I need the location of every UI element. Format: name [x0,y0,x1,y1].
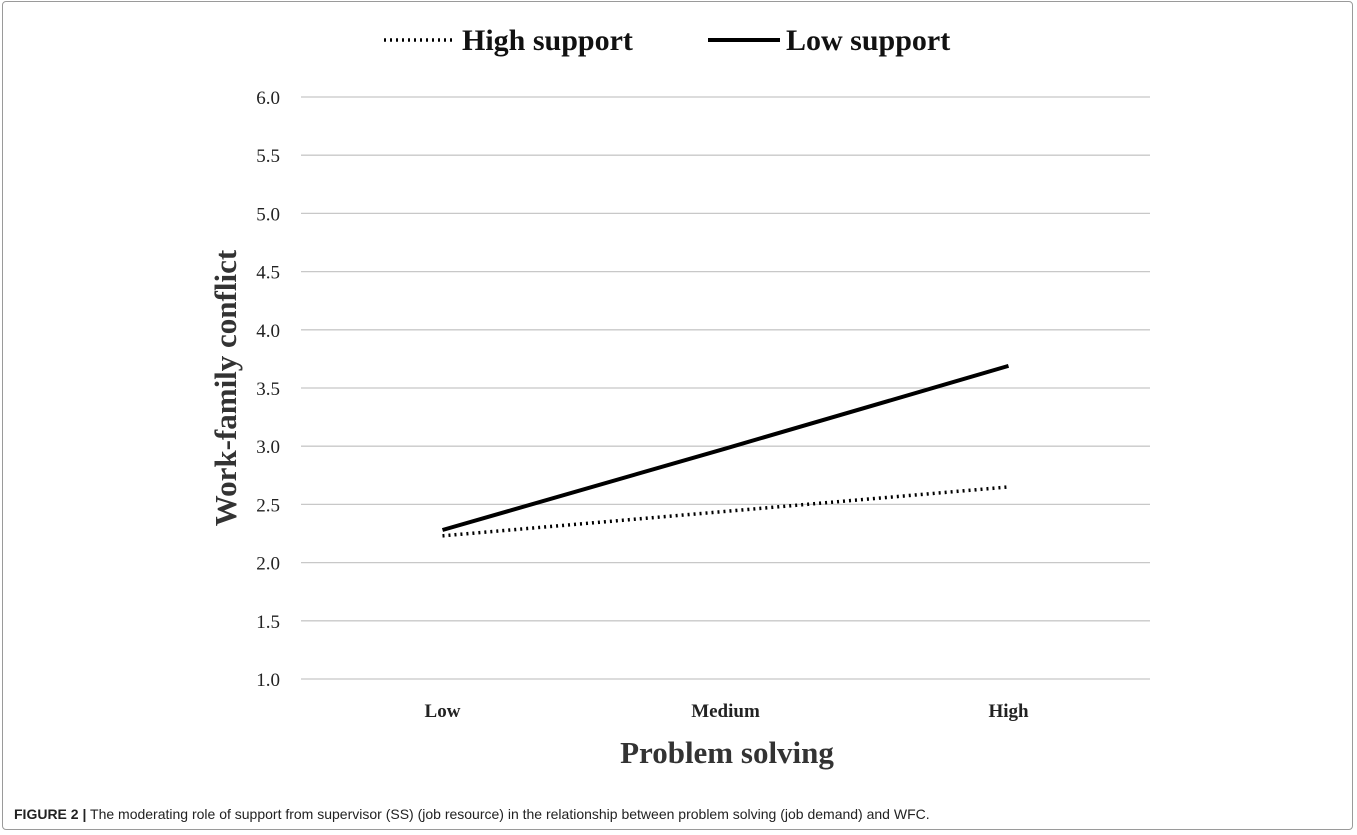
y-tick-label: 2.0 [256,554,280,575]
y-tick-label: 3.0 [256,437,280,458]
x-category-label: Low [425,701,461,722]
y-tick-label: 5.0 [256,204,280,225]
y-tick-label: 6.0 [256,88,280,109]
y-tick-label: 1.0 [256,670,280,691]
y-tick-label: 4.5 [256,263,280,284]
x-category-labels: Low Medium High [425,701,1029,722]
series-layer [441,363,1010,538]
y-tick-label: 5.5 [256,146,280,167]
x-category-label: Medium [691,701,760,722]
y-tick-label: 1.5 [256,612,280,633]
x-axis-title: Problem solving [620,735,834,770]
legend-label-high-support: High support [462,24,633,57]
y-tick-labels: 1.0 1.5 2.0 2.5 3.0 3.5 4.0 4.5 5.0 5.5 6.0 [256,88,280,691]
y-tick-label: 3.5 [256,379,280,400]
figure-caption: FIGURE 2 | The moderating role of suppor… [14,806,1334,822]
figure-caption-label: FIGURE 2 | [14,806,87,822]
figure-caption-text: The moderating role of support from supe… [86,806,930,822]
legend-label-low-support: Low support [786,24,950,57]
x-category-label: High [988,701,1029,722]
series-line-low-support [441,363,1010,532]
y-tick-label: 2.5 [256,495,280,516]
y-axis-title: Work-family conflict [208,249,243,526]
legend: High support Low support [384,24,950,57]
line-chart: High support Low support 1.0 1.5 2.0 2.5 3.0… [208,24,1150,770]
y-tick-label: 4.0 [256,321,280,342]
grid-layer [301,96,1150,680]
series-line-high-support [442,485,1009,538]
